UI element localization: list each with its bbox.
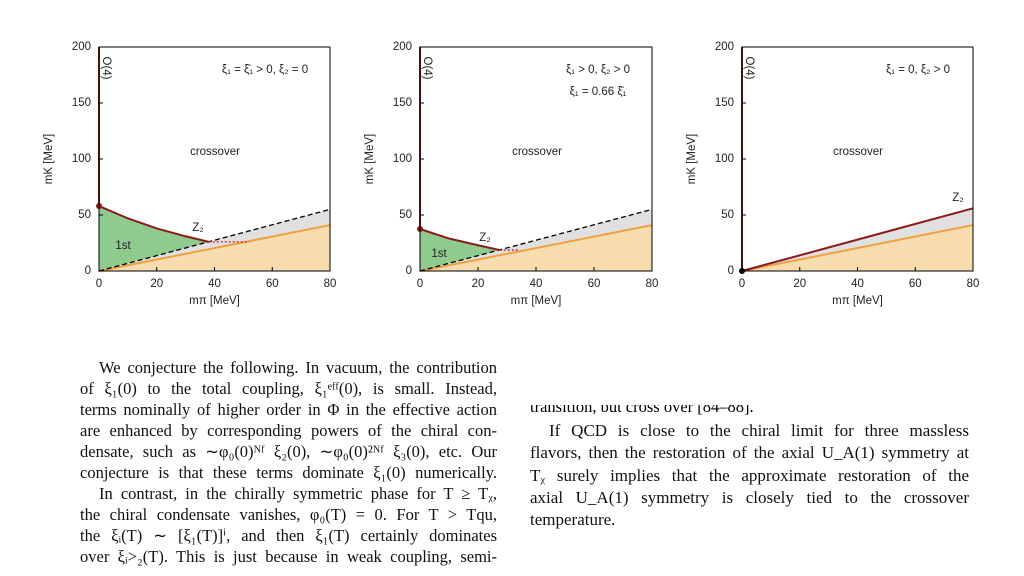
chart-panel: 0 20 40 60 80 0 50 100 150 200 mπ [MeV] mK [MeV] O(4… bbox=[364, 41, 658, 307]
annotation: ξ₁ = ξ̄₁ > 0, ξ₂ = 0 bbox=[222, 64, 308, 76]
y-tick-label: 200 bbox=[72, 41, 91, 53]
annotation: 1st bbox=[115, 240, 131, 252]
x-tick-label: 40 bbox=[530, 278, 543, 290]
text-line: are enhanced by corresponding powers of … bbox=[80, 421, 497, 440]
x-tick-label: 40 bbox=[851, 278, 864, 290]
annotation: Z₂ bbox=[192, 222, 204, 234]
x-tick-label: 20 bbox=[472, 278, 485, 290]
annotation: ξ₁ > 0, ξ₂ > 0 bbox=[566, 64, 630, 76]
x-tick-label: 60 bbox=[266, 278, 279, 290]
text-line: Tᵪ surely implies that the approximate r… bbox=[530, 465, 969, 485]
annotation: O(4) bbox=[421, 57, 433, 80]
x-tick-label: 40 bbox=[208, 278, 221, 290]
y-tick-label: 150 bbox=[72, 97, 91, 109]
annotation: O(4) bbox=[743, 57, 755, 80]
x-tick-label: 0 bbox=[739, 278, 745, 290]
y-tick-label: 200 bbox=[393, 41, 412, 53]
text-line: conjecture is that these terms dominate … bbox=[80, 463, 497, 482]
x-axis-label: mπ [MeV] bbox=[832, 295, 883, 307]
y-tick-label: 150 bbox=[393, 97, 412, 109]
region bbox=[99, 206, 209, 271]
x-axis-label: mπ [MeV] bbox=[511, 295, 562, 307]
chart-panel: 0 20 40 60 80 0 50 100 150 200 mπ [MeV] mK [MeV] O(4… bbox=[686, 41, 979, 307]
region bbox=[420, 229, 500, 271]
text-line: over ξᵢ>₂(T). This is just because in we… bbox=[80, 547, 497, 566]
y-axis-label: mK [MeV] bbox=[364, 134, 376, 184]
curve bbox=[741, 224, 974, 272]
y-tick-label: 50 bbox=[721, 209, 734, 221]
curve bbox=[98, 224, 331, 272]
text-line: the chiral condensate vanishes, φ₀(T) = … bbox=[80, 505, 497, 524]
x-tick-label: 20 bbox=[793, 278, 806, 290]
y-axis-label: mK [MeV] bbox=[43, 134, 55, 184]
y-tick-label: 200 bbox=[715, 41, 734, 53]
right-column: If QCD is close to the chiral limit for … bbox=[530, 420, 969, 531]
text-line: We conjecture the following. In vacuum, … bbox=[99, 358, 497, 377]
y-tick-label: 0 bbox=[406, 265, 412, 277]
x-tick-label: 0 bbox=[96, 278, 102, 290]
annotation: Z₂ bbox=[479, 232, 491, 244]
cut-text: transition, but cross over [84–88]. bbox=[530, 405, 754, 416]
annotation: crossover bbox=[833, 146, 883, 158]
x-tick-label: 60 bbox=[909, 278, 922, 290]
y-tick-label: 150 bbox=[715, 97, 734, 109]
annotation: Z₂ bbox=[952, 192, 964, 204]
annotation: ξ₁ = 0.66 ξ̄₁ bbox=[570, 86, 627, 98]
annotation: O(4) bbox=[100, 57, 112, 80]
y-axis-label: mK [MeV] bbox=[686, 134, 698, 184]
x-tick-label: 80 bbox=[324, 278, 337, 290]
text-line: of ξ₁(0) to the total coupling, ξ₁ᵉᶠᶠ(0)… bbox=[80, 379, 497, 398]
curve bbox=[741, 207, 974, 272]
y-tick-label: 100 bbox=[393, 153, 412, 165]
x-tick-label: 20 bbox=[150, 278, 163, 290]
annotation: crossover bbox=[512, 146, 562, 158]
x-tick-label: 80 bbox=[646, 278, 659, 290]
text-line: In contrast, in the chirally symmetric p… bbox=[99, 484, 497, 503]
text-line: If QCD is close to the chiral limit for … bbox=[549, 421, 969, 440]
annotation: 1st bbox=[431, 248, 447, 260]
annotation: crossover bbox=[190, 146, 240, 158]
y-tick-label: 50 bbox=[78, 209, 91, 221]
y-tick-label: 100 bbox=[72, 153, 91, 165]
y-tick-label: 0 bbox=[85, 265, 91, 277]
x-axis-label: mπ [MeV] bbox=[189, 295, 240, 307]
y-tick-label: 0 bbox=[728, 265, 734, 277]
y-tick-label: 50 bbox=[399, 209, 412, 221]
annotation: ξ₁ = 0, ξ₂ > 0 bbox=[886, 64, 950, 76]
curve bbox=[419, 208, 653, 272]
x-tick-label: 60 bbox=[588, 278, 601, 290]
chart-panel: 0 20 40 60 80 0 50 100 150 200 mπ [MeV] mK [MeV] O(4… bbox=[43, 41, 336, 307]
x-tick-label: 80 bbox=[967, 278, 980, 290]
text-line: terms nominally of higher order in Φ in … bbox=[80, 400, 497, 419]
text-line: the ξᵢ(T) ∼ [ξ₁(T)]ⁱ, and then ξ₁(T) cer… bbox=[80, 526, 497, 545]
text-line: temperature. bbox=[530, 510, 616, 530]
cut-line: transition, but cross over [84–88]. bbox=[530, 405, 790, 416]
x-tick-label: 0 bbox=[417, 278, 423, 290]
y-tick-label: 100 bbox=[715, 153, 734, 165]
curve bbox=[419, 224, 653, 272]
text-line: densate, such as ∼φ₀(0)ᴺᶠ ξ₂(0), ∼φ₀(0)²… bbox=[80, 442, 497, 461]
text-line: axial U_A(1) symmetry is closely tied to… bbox=[530, 487, 969, 507]
curve bbox=[419, 228, 500, 252]
text-line: flavors, then the restoration of the axi… bbox=[530, 443, 969, 463]
curve bbox=[98, 205, 209, 243]
left-column: We conjecture the following. In vacuum, … bbox=[80, 357, 497, 567]
